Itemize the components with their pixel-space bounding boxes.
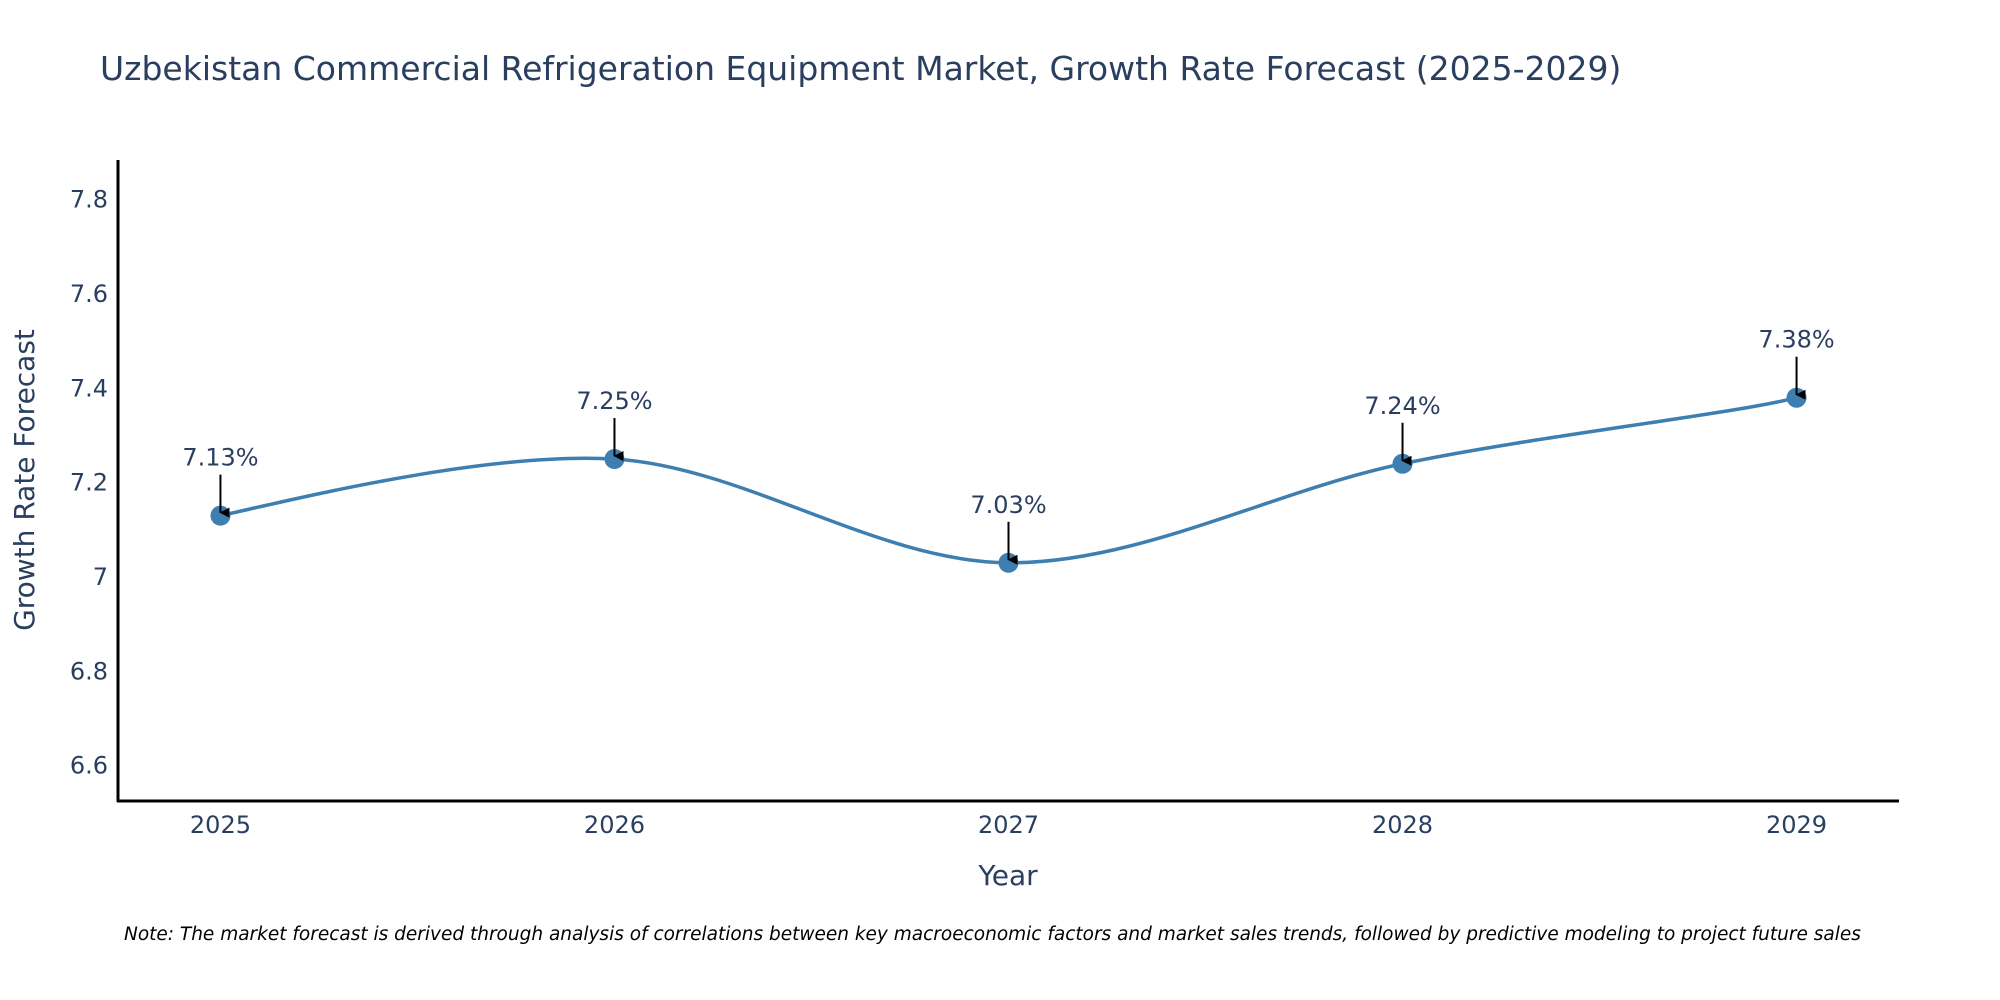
x-tick-label: 2027 bbox=[978, 811, 1039, 839]
y-tick-label: 7.4 bbox=[70, 374, 108, 402]
x-tick-label: 2029 bbox=[1766, 811, 1827, 839]
x-axis-title: Year bbox=[977, 859, 1038, 892]
y-tick-label: 7 bbox=[93, 563, 108, 591]
y-tick-label: 7.8 bbox=[70, 186, 108, 214]
y-tick-label: 6.8 bbox=[70, 657, 108, 685]
footnote: Note: The market forecast is derived thr… bbox=[124, 924, 1861, 945]
annotation-label: 7.25% bbox=[576, 387, 652, 415]
data-annotations: 7.13% 7.25% 7.03% 7.24% 7.38% bbox=[182, 326, 1835, 565]
x-tick-label: 2026 bbox=[584, 811, 645, 839]
chart-title: Uzbekistan Commercial Refrigeration Equi… bbox=[100, 49, 1621, 88]
annotation-label: 7.38% bbox=[1758, 326, 1834, 354]
x-tick-label: 2028 bbox=[1372, 811, 1433, 839]
annotation-label: 7.13% bbox=[182, 444, 258, 472]
y-tick-label: 7.6 bbox=[70, 280, 108, 308]
x-axis-ticks: 2025 2026 2027 2028 2029 bbox=[190, 811, 1827, 839]
annotation-label: 7.24% bbox=[1364, 392, 1440, 420]
y-axis-title: Growth Rate Forecast bbox=[8, 329, 41, 631]
y-tick-label: 7.2 bbox=[70, 469, 108, 497]
x-tick-label: 2025 bbox=[190, 811, 251, 839]
y-tick-label: 6.6 bbox=[70, 752, 108, 780]
annotation-label: 7.03% bbox=[970, 491, 1046, 519]
y-axis-ticks: 6.6 6.8 7 7.2 7.4 7.6 7.8 bbox=[70, 186, 108, 780]
